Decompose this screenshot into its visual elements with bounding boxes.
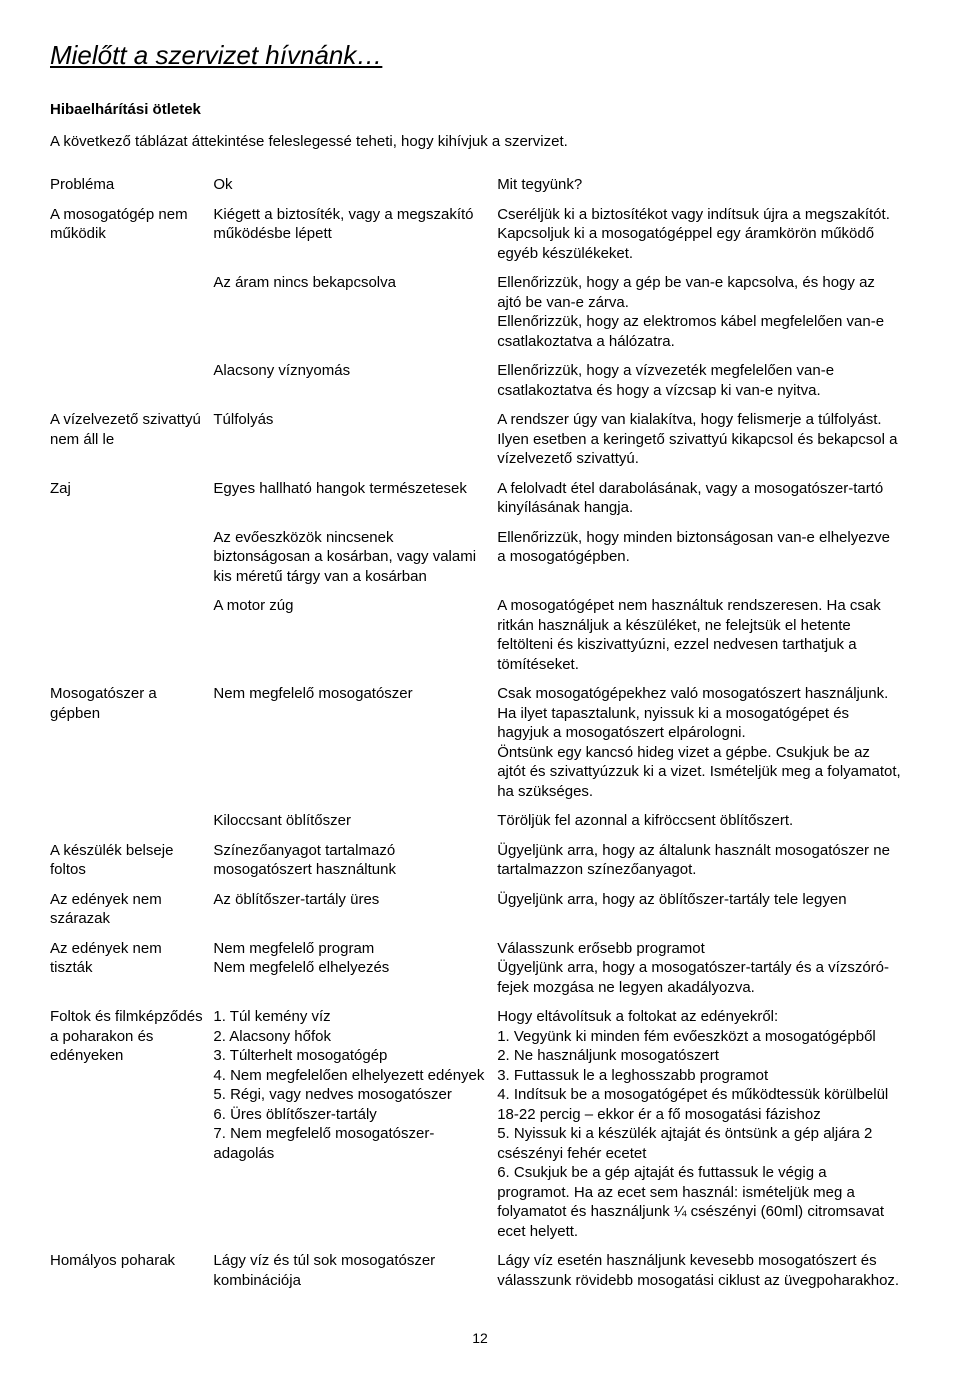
cell-problem: Homályos poharak <box>50 1251 213 1300</box>
cell-cause: Az áram nincs bekapcsolva <box>213 273 497 361</box>
header-problem: Probléma <box>50 175 213 205</box>
cell-cause: Lágy víz és túl sok mosogatószer kombiná… <box>213 1251 497 1300</box>
cell-action: Töröljük fel azonnal a kifröccsent öblít… <box>497 811 910 841</box>
page-number: 12 <box>50 1330 910 1346</box>
cell-problem <box>50 361 213 410</box>
table-row: Az edények nem szárazakAz öblítőszer-tar… <box>50 890 910 939</box>
table-row: ZajEgyes hallható hangok természetesekA … <box>50 479 910 528</box>
cell-action: Ügyeljünk arra, hogy az általunk használ… <box>497 841 910 890</box>
page-title: Mielőtt a szervizet hívnánk… <box>50 40 910 71</box>
cell-action: Ellenőrizzük, hogy minden biztonságosan … <box>497 528 910 597</box>
cell-action: Ügyeljünk arra, hogy az öblítőszer-tartá… <box>497 890 910 939</box>
table-row: Alacsony víznyomásEllenőrizzük, hogy a v… <box>50 361 910 410</box>
cell-problem: Mosogatószer a gépben <box>50 684 213 811</box>
cell-cause: Túlfolyás <box>213 410 497 479</box>
cell-cause: Nem megfelelő program Nem megfelelő elhe… <box>213 939 497 1008</box>
subheading: Hibaelhárítási ötletek <box>50 101 910 118</box>
cell-action: Ellenőrizzük, hogy a gép be van-e kapcso… <box>497 273 910 361</box>
cell-problem: Az edények nem tiszták <box>50 939 213 1008</box>
cell-problem: Az edények nem szárazak <box>50 890 213 939</box>
cell-problem <box>50 528 213 597</box>
cell-problem: Foltok és filmképződés a poharakon és ed… <box>50 1007 213 1251</box>
table-row: A készülék belseje foltosSzínezőanyagot … <box>50 841 910 890</box>
cell-cause: Egyes hallható hangok természetesek <box>213 479 497 528</box>
table-row: Az edények nem tisztákNem megfelelő prog… <box>50 939 910 1008</box>
table-row: Foltok és filmképződés a poharakon és ed… <box>50 1007 910 1251</box>
cell-action: Cseréljük ki a biztosítékot vagy indítsu… <box>497 205 910 274</box>
cell-action: Lágy víz esetén használjunk kevesebb mos… <box>497 1251 910 1300</box>
cell-problem: A mosogatógép nem működik <box>50 205 213 274</box>
table-row: A vízelvezető szivattyú nem áll leTúlfol… <box>50 410 910 479</box>
cell-action: Csak mosogatógépekhez való mosogatószert… <box>497 684 910 811</box>
cell-problem <box>50 811 213 841</box>
cell-action: A felolvadt étel darabolásának, vagy a m… <box>497 479 910 528</box>
header-action: Mit tegyünk? <box>497 175 910 205</box>
table-row: A mosogatógép nem működikKiégett a bizto… <box>50 205 910 274</box>
table-row: Mosogatószer a gépbenNem megfelelő mosog… <box>50 684 910 811</box>
table-row: Az áram nincs bekapcsolvaEllenőrizzük, h… <box>50 273 910 361</box>
table-row: Kiloccsant öblítőszerTöröljük fel azonna… <box>50 811 910 841</box>
cell-action: A mosogatógépet nem használtuk rendszere… <box>497 596 910 684</box>
table-header-row: Probléma Ok Mit tegyünk? <box>50 175 910 205</box>
cell-cause: Nem megfelelő mosogatószer <box>213 684 497 811</box>
cell-action: Hogy eltávolítsuk a foltokat az edényekr… <box>497 1007 910 1251</box>
cell-problem: A vízelvezető szivattyú nem áll le <box>50 410 213 479</box>
table-row: Az evőeszközök nincsenek biztonságosan a… <box>50 528 910 597</box>
header-cause: Ok <box>213 175 497 205</box>
cell-cause: Az evőeszközök nincsenek biztonságosan a… <box>213 528 497 597</box>
troubleshooting-table: Probléma Ok Mit tegyünk? A mosogatógép n… <box>50 175 910 1300</box>
cell-problem: Zaj <box>50 479 213 528</box>
cell-cause: Alacsony víznyomás <box>213 361 497 410</box>
cell-cause: 1. Túl kemény víz 2. Alacsony hőfok 3. T… <box>213 1007 497 1251</box>
cell-cause: Kiloccsant öblítőszer <box>213 811 497 841</box>
cell-problem <box>50 273 213 361</box>
cell-cause: Színezőanyagot tartalmazó mosogatószert … <box>213 841 497 890</box>
cell-problem <box>50 596 213 684</box>
cell-problem: A készülék belseje foltos <box>50 841 213 890</box>
cell-cause: A motor zúg <box>213 596 497 684</box>
cell-cause: Kiégett a biztosíték, vagy a megszakító … <box>213 205 497 274</box>
table-row: A motor zúgA mosogatógépet nem használtu… <box>50 596 910 684</box>
cell-action: Válasszunk erősebb programot Ügyeljünk a… <box>497 939 910 1008</box>
intro-text: A következő táblázat áttekintése felesle… <box>50 133 910 150</box>
cell-action: Ellenőrizzük, hogy a vízvezeték megfelel… <box>497 361 910 410</box>
cell-cause: Az öblítőszer-tartály üres <box>213 890 497 939</box>
cell-action: A rendszer úgy van kialakítva, hogy feli… <box>497 410 910 479</box>
table-row: Homályos poharakLágy víz és túl sok moso… <box>50 1251 910 1300</box>
